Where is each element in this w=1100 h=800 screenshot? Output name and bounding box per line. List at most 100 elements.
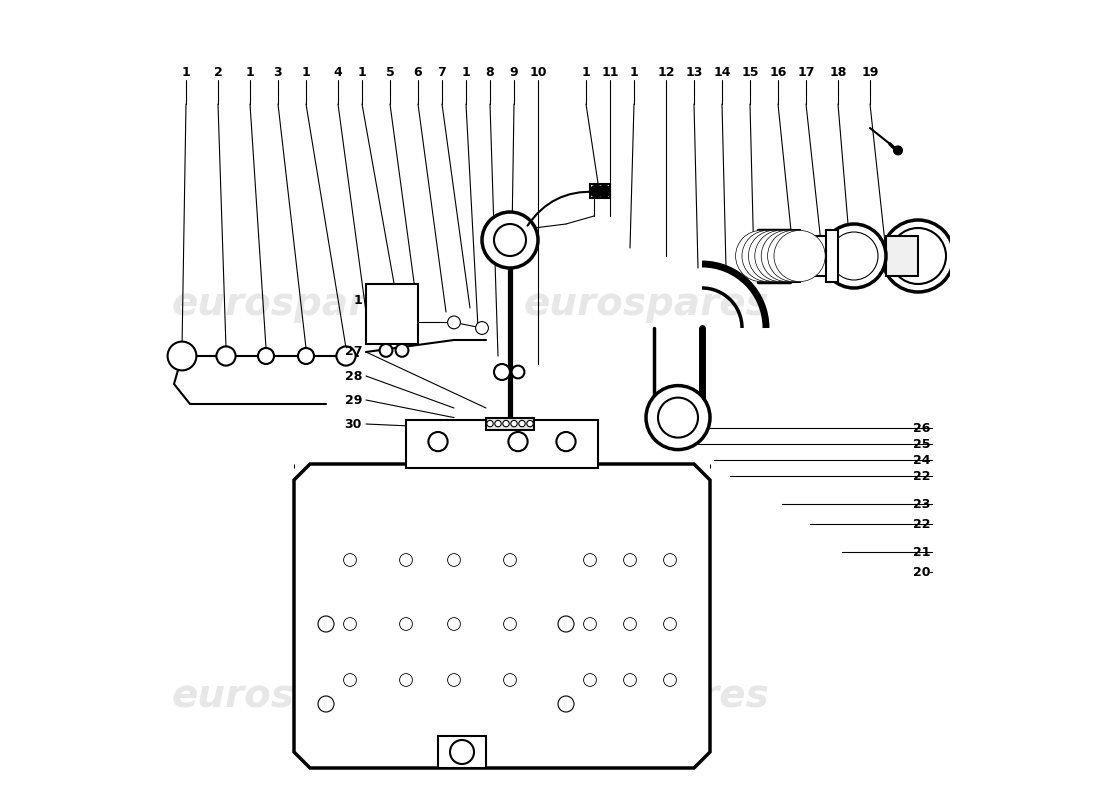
Circle shape: [774, 230, 825, 282]
Text: 27: 27: [344, 346, 362, 358]
Circle shape: [504, 618, 516, 630]
Circle shape: [343, 618, 356, 630]
Text: 7: 7: [438, 66, 447, 78]
Text: 17: 17: [798, 66, 815, 78]
Circle shape: [558, 616, 574, 632]
Circle shape: [624, 554, 637, 566]
Circle shape: [768, 230, 818, 282]
Text: 1: 1: [629, 66, 638, 78]
Circle shape: [598, 186, 611, 197]
Text: 12: 12: [658, 66, 674, 78]
Circle shape: [475, 322, 488, 334]
Text: 28: 28: [344, 370, 362, 382]
Text: 6: 6: [414, 66, 422, 78]
Text: 26: 26: [913, 422, 930, 434]
Circle shape: [558, 696, 574, 712]
Circle shape: [337, 346, 355, 366]
Circle shape: [830, 232, 878, 280]
Circle shape: [584, 618, 596, 630]
Text: 4: 4: [333, 66, 342, 78]
Bar: [486, 418, 534, 430]
Circle shape: [448, 554, 461, 566]
Circle shape: [519, 421, 525, 427]
Circle shape: [448, 316, 461, 329]
Text: 30: 30: [344, 418, 362, 430]
Circle shape: [450, 740, 474, 764]
Text: 1: 1: [182, 66, 190, 78]
Circle shape: [343, 674, 356, 686]
Text: 1: 1: [462, 66, 471, 78]
Circle shape: [512, 366, 525, 378]
Text: 1: 1: [582, 66, 591, 78]
Circle shape: [742, 230, 793, 282]
Text: 18: 18: [829, 66, 847, 78]
Circle shape: [487, 421, 493, 427]
Text: 20: 20: [913, 566, 930, 578]
Text: 19: 19: [861, 66, 879, 78]
Text: 5: 5: [386, 66, 395, 78]
Circle shape: [318, 696, 334, 712]
Circle shape: [658, 398, 698, 438]
Circle shape: [882, 220, 954, 292]
Circle shape: [396, 344, 408, 357]
Circle shape: [399, 554, 412, 566]
Circle shape: [624, 618, 637, 630]
Circle shape: [428, 432, 448, 451]
Circle shape: [663, 674, 676, 686]
Text: 24: 24: [913, 454, 930, 466]
Circle shape: [663, 618, 676, 630]
Circle shape: [755, 230, 806, 282]
Circle shape: [343, 554, 356, 566]
Circle shape: [663, 554, 676, 566]
Text: eurospares: eurospares: [524, 677, 769, 715]
Text: 2: 2: [213, 66, 222, 78]
Bar: [438, 736, 486, 768]
Circle shape: [167, 342, 197, 370]
Text: 8: 8: [486, 66, 494, 78]
Text: 14: 14: [713, 66, 730, 78]
Bar: [814, 236, 828, 276]
Bar: [886, 236, 918, 276]
Text: 21: 21: [913, 546, 930, 558]
Circle shape: [584, 674, 596, 686]
Text: 25: 25: [913, 438, 930, 450]
Circle shape: [494, 364, 510, 380]
Circle shape: [318, 616, 334, 632]
Circle shape: [591, 186, 602, 197]
Circle shape: [624, 674, 637, 686]
Bar: [366, 284, 418, 344]
Circle shape: [495, 421, 502, 427]
Text: 15: 15: [741, 66, 759, 78]
Text: 1: 1: [301, 66, 310, 78]
Circle shape: [646, 386, 710, 450]
Circle shape: [894, 146, 902, 154]
Circle shape: [584, 554, 596, 566]
Text: 23: 23: [913, 498, 930, 510]
Circle shape: [508, 432, 528, 451]
Circle shape: [822, 224, 886, 288]
Circle shape: [510, 421, 517, 427]
Text: 29: 29: [344, 394, 362, 406]
Circle shape: [379, 344, 393, 357]
Text: 10: 10: [529, 66, 547, 78]
Circle shape: [482, 212, 538, 268]
Circle shape: [399, 618, 412, 630]
Text: 22: 22: [913, 518, 930, 530]
Circle shape: [504, 674, 516, 686]
Circle shape: [748, 230, 800, 282]
Circle shape: [761, 230, 813, 282]
Text: 1: 1: [358, 66, 366, 78]
Bar: [590, 184, 610, 198]
Circle shape: [399, 674, 412, 686]
Circle shape: [736, 230, 786, 282]
Circle shape: [504, 554, 516, 566]
Polygon shape: [294, 464, 710, 768]
Circle shape: [298, 348, 314, 364]
Circle shape: [503, 421, 509, 427]
Circle shape: [527, 421, 534, 427]
Circle shape: [890, 228, 946, 284]
Text: 16: 16: [769, 66, 786, 78]
Circle shape: [448, 674, 461, 686]
Circle shape: [494, 224, 526, 256]
Bar: [826, 230, 838, 282]
